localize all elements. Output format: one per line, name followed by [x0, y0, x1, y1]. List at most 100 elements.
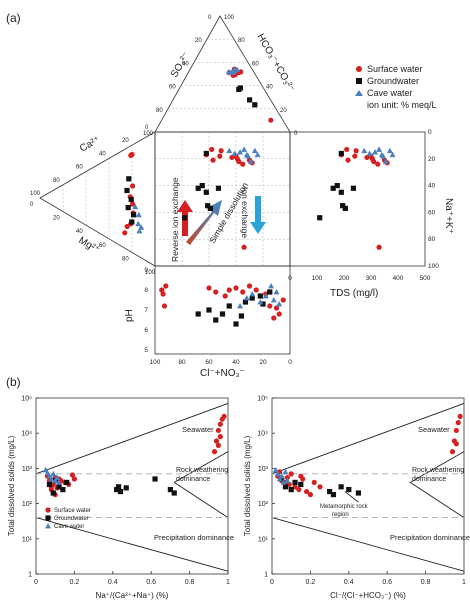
central-point — [245, 153, 252, 159]
so4-axis-label: SO₄²⁻ — [169, 50, 192, 79]
na-tick-label: 20 — [428, 156, 436, 163]
gibbs-point — [449, 449, 456, 455]
gibbs-point — [284, 474, 290, 481]
ion-exchange-label: Ion exchange — [240, 187, 250, 238]
central-point — [247, 158, 254, 164]
panel-b-label: (b) — [6, 375, 21, 389]
ph-tick-label: 7 — [144, 307, 148, 314]
tds-point — [344, 146, 350, 153]
y-tick-label: 10⁵ — [257, 396, 268, 403]
tds-point — [375, 161, 381, 167]
x-tick-label: 0.8 — [185, 579, 195, 586]
hco3-tick-label: 40 — [266, 85, 273, 91]
left-triangle-point — [122, 230, 128, 236]
mg-tick-label: 100 — [145, 270, 156, 276]
central-point — [237, 149, 244, 155]
so4-tick-label: 0 — [208, 15, 212, 21]
gibbs-point — [171, 490, 177, 496]
ph-point — [206, 307, 212, 313]
gibbs-point — [167, 486, 173, 493]
central-point — [195, 185, 201, 191]
gibbs-point — [114, 486, 120, 493]
ph-point — [276, 301, 283, 307]
top-triangle-point — [238, 69, 244, 75]
central-point — [205, 203, 211, 209]
rock-weathering-label: dominance — [176, 476, 210, 483]
gibbs-plot-frame — [271, 397, 465, 575]
gibbs-point — [117, 488, 124, 495]
central-point — [254, 151, 261, 158]
top-triangle-point — [247, 97, 253, 103]
gibbs-point — [282, 484, 289, 490]
ph-point — [249, 295, 255, 301]
cl-tick-label: 60 — [205, 359, 213, 366]
seawater-label: Seawater — [418, 425, 450, 434]
legend-groundwater-marker — [45, 515, 51, 521]
cl-tick-label: 40 — [232, 359, 240, 366]
gibbs-point — [296, 486, 302, 493]
gibbs-point — [330, 492, 337, 498]
mg-axis-label: Mg²⁺ — [77, 235, 102, 256]
precipitation-label: Precipitation dominance — [154, 533, 234, 542]
ph-point — [233, 285, 239, 291]
gibbs-point — [217, 434, 223, 440]
rock-boundary-line — [409, 451, 465, 518]
legend-cave-label: Cave water — [367, 88, 413, 98]
ph-point — [276, 311, 282, 317]
x-tick-label: 0.2 — [306, 579, 316, 586]
precipitation-label: Precipitation dominance — [390, 533, 470, 542]
x-tick-label: 0.4 — [108, 579, 118, 586]
left-triangle-point — [124, 223, 130, 230]
gibbs-point — [44, 469, 51, 476]
tds-point — [389, 151, 396, 158]
central-point — [226, 147, 233, 154]
na-tick-label: 40 — [428, 183, 436, 190]
hco3-tick-label: 60 — [252, 61, 259, 67]
gibbs-point — [453, 427, 459, 434]
ph-point — [280, 297, 286, 303]
ph-tick-label: 6 — [144, 327, 148, 334]
tds-tick-label: 400 — [393, 275, 404, 282]
ca-tick-label: 40 — [99, 151, 106, 157]
ph-point — [206, 285, 212, 291]
central-grid — [155, 132, 290, 266]
y-tick-label: 10⁴ — [257, 431, 268, 438]
tds-plot-frame — [289, 131, 426, 267]
gibbs-point — [211, 449, 218, 455]
gibbs-point — [278, 473, 285, 479]
mg-tick-label: 80 — [122, 256, 129, 262]
legend-cave-marker — [45, 523, 51, 529]
gibbs-point — [215, 442, 221, 449]
ca-tick-label: 100 — [30, 191, 41, 197]
gibbs-point — [346, 486, 352, 493]
top-triangle-point — [230, 68, 237, 75]
mg-tick-label: 0 — [30, 202, 34, 208]
ph-point — [246, 283, 253, 289]
tds-point — [353, 148, 359, 154]
ph-point — [271, 315, 277, 321]
hco3-tick-label: 0 — [294, 131, 298, 137]
gibbs-point — [50, 470, 57, 477]
central-point — [210, 157, 216, 163]
tds-point — [345, 157, 351, 163]
mg-tick-label: 20 — [53, 216, 60, 222]
central-point — [241, 146, 248, 152]
tds-point — [382, 158, 389, 164]
tds-point — [330, 185, 336, 191]
tds-point — [372, 149, 379, 155]
ph-point — [242, 299, 249, 305]
central-point — [182, 215, 188, 221]
upper-envelope-line — [271, 403, 465, 475]
gibbs-point — [52, 477, 59, 484]
tds-point — [334, 183, 340, 189]
gibbs-point — [274, 470, 281, 477]
top-triangle-point — [268, 117, 274, 123]
rock-weathering-label: dominance — [412, 476, 446, 483]
ph-point — [159, 287, 165, 293]
simple-dissolution-arrow — [186, 200, 222, 245]
ph-point — [213, 289, 219, 295]
ion-exchange-arrow — [250, 196, 266, 234]
cl-axis-label: Cl⁻+NO₃⁻ — [200, 368, 245, 379]
ph-point — [240, 289, 246, 295]
